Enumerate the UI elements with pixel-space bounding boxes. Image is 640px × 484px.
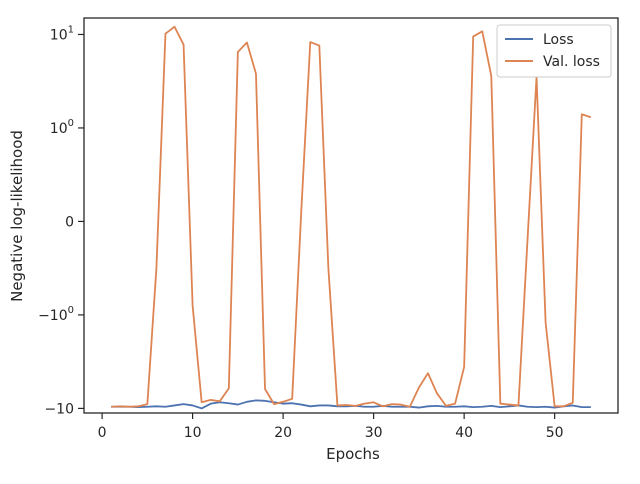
plot-lines <box>111 25 592 410</box>
x-tick-label-1: 10 <box>184 425 202 441</box>
y-tick-label-4: 101 <box>50 24 74 43</box>
axes-frame <box>83 17 619 414</box>
x-tick-label-0: 0 <box>98 425 107 441</box>
y-axis: −10 −100 0 100 101 <box>38 24 84 417</box>
y-tick-label-3: 100 <box>50 118 74 137</box>
series-line-1 <box>111 25 592 408</box>
legend: Loss Val. loss <box>496 24 612 78</box>
y-axis-label: Negative log-likelihood <box>8 130 26 302</box>
x-axis: 0 10 20 30 40 50 <box>98 413 564 441</box>
y-tick-label-0: −10 <box>44 401 74 417</box>
y-tick-label-2: 0 <box>65 214 74 230</box>
legend-label-0: Loss <box>543 32 574 48</box>
x-axis-label: Epochs <box>326 445 380 463</box>
x-tick-label-3: 30 <box>365 425 383 441</box>
plot-frame <box>83 17 619 414</box>
legend-label-1: Val. loss <box>543 54 600 70</box>
x-tick-label-4: 40 <box>455 425 473 441</box>
y-tick-label-1: −100 <box>38 305 74 324</box>
x-tick-label-2: 20 <box>274 425 292 441</box>
x-tick-label-5: 50 <box>546 425 564 441</box>
